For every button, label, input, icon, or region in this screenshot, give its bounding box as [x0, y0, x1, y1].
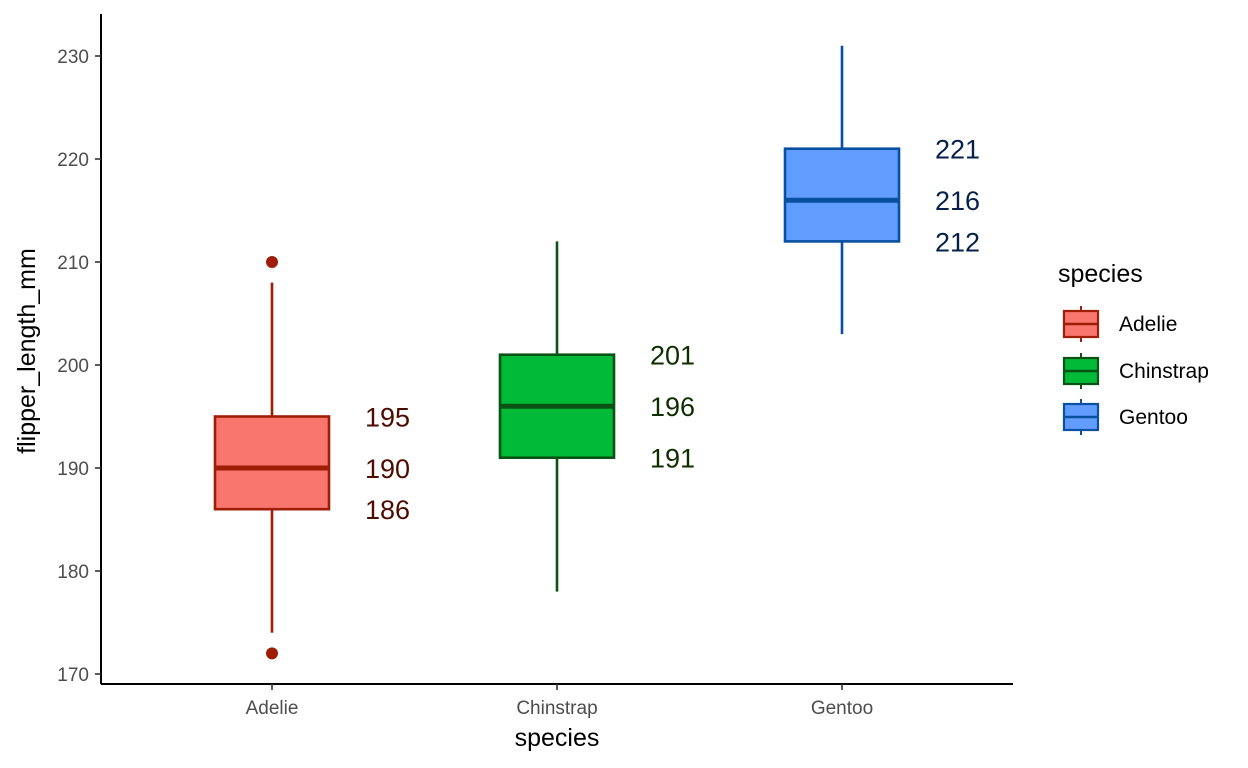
y-tick-label: 170 — [57, 665, 89, 686]
legend: species Adelie Chinstrap Gentoo — [1058, 260, 1209, 435]
median-label: 196 — [650, 392, 695, 422]
q3-label: 195 — [365, 403, 410, 433]
q3-label: 221 — [935, 135, 980, 165]
x-axis-title: species — [515, 724, 600, 752]
outlier-point — [266, 256, 278, 268]
box-adelie: 195 190 186 — [215, 256, 410, 659]
legend-label: Gentoo — [1119, 406, 1188, 429]
y-axis-title: flipper_length_mm — [13, 248, 41, 454]
q1-label: 191 — [650, 444, 695, 474]
y-tick-label: 220 — [57, 150, 89, 171]
box-gentoo: 221 216 212 — [785, 46, 980, 334]
median-label: 190 — [365, 454, 410, 484]
y-tick-label: 190 — [57, 459, 89, 480]
plot-area: 195 190 186 201 196 191 221 216 212 — [215, 46, 980, 660]
x-tick-label: Chinstrap — [516, 698, 597, 719]
y-tick-label: 230 — [57, 47, 89, 68]
median-label: 216 — [935, 186, 980, 216]
legend-item-adelie: Adelie — [1064, 306, 1177, 342]
x-tick-label: Adelie — [246, 698, 299, 719]
y-tick-label: 210 — [57, 253, 89, 274]
box-chinstrap: 201 196 191 — [500, 241, 695, 591]
y-tick-label: 200 — [57, 356, 89, 377]
legend-title: species — [1058, 260, 1143, 288]
iqr-box — [215, 417, 329, 510]
q1-label: 212 — [935, 227, 980, 257]
legend-item-gentoo: Gentoo — [1064, 399, 1188, 435]
q1-label: 186 — [365, 495, 410, 525]
iqr-box — [785, 149, 899, 242]
outlier-point — [266, 647, 278, 659]
legend-label: Adelie — [1119, 313, 1177, 336]
q3-label: 201 — [650, 341, 695, 371]
legend-label: Chinstrap — [1119, 360, 1209, 383]
x-tick-label: Gentoo — [811, 698, 873, 719]
y-tick-label: 180 — [57, 562, 89, 583]
legend-item-chinstrap: Chinstrap — [1064, 353, 1209, 389]
